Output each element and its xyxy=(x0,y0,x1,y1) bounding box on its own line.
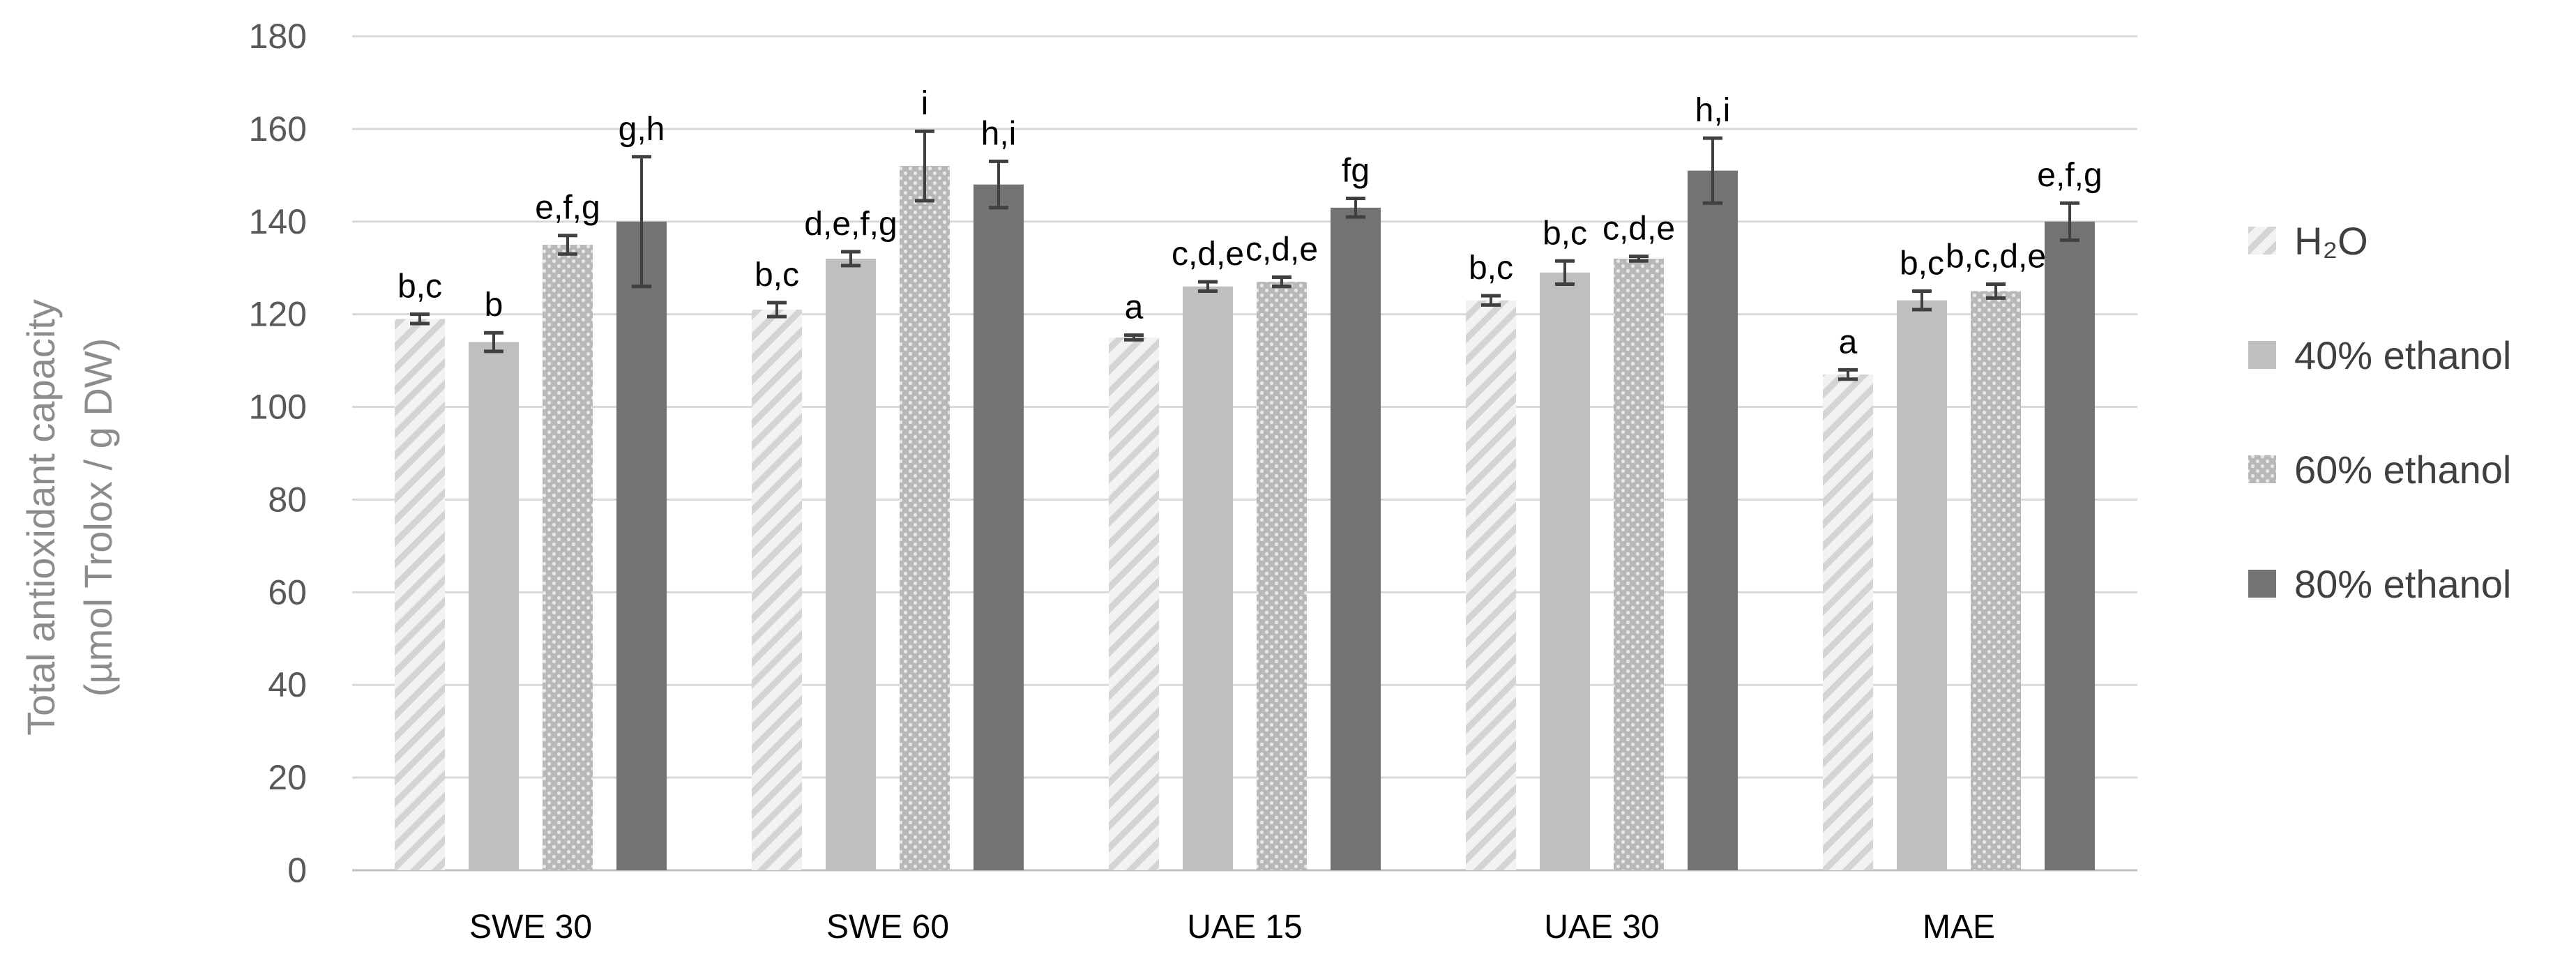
x-category-label: MAE xyxy=(1923,909,1995,946)
y-tick-label: 180 xyxy=(249,17,307,56)
legend-swatch xyxy=(2248,341,2276,369)
significance-labels: b,cbe,f,gg,hb,cd,e,f,gih,iac,d,e c,d,efgb… xyxy=(397,85,2103,361)
bar xyxy=(1109,337,1159,870)
legend-label: H₂O xyxy=(2294,219,2368,263)
bar xyxy=(1614,258,1664,870)
bar xyxy=(1331,207,1381,870)
data-label: g,h xyxy=(619,111,665,148)
bar xyxy=(1823,374,1873,870)
data-label: c,d,e xyxy=(1245,232,1318,268)
error-bar xyxy=(1986,282,2006,300)
legend-swatch xyxy=(2248,227,2276,255)
y-tick-label: 20 xyxy=(268,758,307,797)
bar xyxy=(973,184,1024,871)
legend-item: 80% ethanol xyxy=(2248,562,2511,606)
bar xyxy=(1466,300,1516,870)
bar xyxy=(543,245,593,870)
error-bar xyxy=(1629,255,1649,263)
error-bar xyxy=(915,129,934,203)
error-bars xyxy=(410,129,2079,381)
legend-label: 40% ethanol xyxy=(2294,333,2511,377)
error-bar xyxy=(1124,333,1144,342)
y-tick-label: 120 xyxy=(249,295,307,334)
legend-label: 80% ethanol xyxy=(2294,562,2511,606)
error-bar xyxy=(2060,201,2079,242)
x-category-label: SWE 30 xyxy=(469,909,592,946)
bar xyxy=(1688,170,1738,870)
data-label: b,c,d,e xyxy=(1946,238,2046,275)
bar xyxy=(1971,291,2021,870)
data-label: d,e,f,g xyxy=(804,206,897,243)
error-bar xyxy=(1555,259,1575,286)
y-tick-label: 40 xyxy=(268,665,307,704)
data-label: b xyxy=(485,287,503,324)
legend-item: 40% ethanol xyxy=(2248,333,2511,377)
y-axis-title-line2: (µmol Trolox / g DW) xyxy=(76,338,120,697)
bar xyxy=(1183,286,1233,870)
error-bar xyxy=(1272,275,1291,289)
x-axis-category-labels: SWE 30 SWE 60 UAE 15 UAE 30 MAE xyxy=(469,909,1995,946)
bar xyxy=(395,319,445,870)
error-bar xyxy=(989,159,1008,210)
error-bar xyxy=(558,234,577,256)
bar xyxy=(1257,282,1307,871)
bar xyxy=(2045,221,2095,870)
bar xyxy=(826,258,876,870)
bars xyxy=(395,166,2095,871)
error-bar xyxy=(1912,289,1932,312)
data-label: h,i xyxy=(981,115,1017,152)
legend-label: 60% ethanol xyxy=(2294,448,2511,492)
y-tick-label: 140 xyxy=(249,202,307,241)
error-bar xyxy=(841,250,861,268)
y-tick-label: 160 xyxy=(249,109,307,149)
data-label: b,c xyxy=(1469,250,1513,287)
data-label: a xyxy=(1125,289,1144,326)
data-label: a xyxy=(1839,324,1858,361)
data-label: b,c xyxy=(755,257,799,294)
error-bar xyxy=(1481,294,1501,307)
bar xyxy=(1540,272,1590,870)
y-tick-label: 60 xyxy=(268,573,307,612)
x-category-label: UAE 15 xyxy=(1187,909,1302,946)
legend-swatch xyxy=(2248,570,2276,598)
data-label: h,i xyxy=(1695,92,1731,129)
error-bar xyxy=(1198,280,1218,293)
data-label: b,c xyxy=(397,268,442,305)
y-axis-title-line1: Total antioxidant capacity xyxy=(19,299,63,736)
error-bar xyxy=(484,331,503,354)
y-tick-label: 100 xyxy=(249,388,307,427)
error-bar xyxy=(410,312,430,326)
data-label: e,f,g xyxy=(535,190,600,227)
y-axis-tick-labels: 0 20 40 60 80 100 120 140 160 180 xyxy=(249,17,307,890)
bar xyxy=(616,221,667,870)
error-bar xyxy=(632,155,651,289)
legend: H₂O 40% ethanol 60% ethanol 80% ethanol xyxy=(2248,219,2511,606)
y-tick-label: 80 xyxy=(268,480,307,519)
error-bar xyxy=(1346,197,1365,219)
legend-item: 60% ethanol xyxy=(2248,448,2511,492)
x-category-label: SWE 60 xyxy=(826,909,949,946)
x-category-label: UAE 30 xyxy=(1544,909,1659,946)
data-label: c,d,e xyxy=(1603,211,1675,248)
data-label: b,c xyxy=(1900,245,1944,282)
bar xyxy=(1897,300,1947,870)
error-bar xyxy=(1703,136,1722,205)
data-label: i xyxy=(921,85,929,122)
legend-swatch xyxy=(2248,455,2276,483)
y-tick-label: 0 xyxy=(287,851,307,890)
data-label: e,f,g xyxy=(2037,157,2102,194)
bar xyxy=(900,166,950,871)
data-label: b,c xyxy=(1543,215,1587,252)
legend-item: H₂O xyxy=(2248,219,2368,263)
bar xyxy=(469,342,519,870)
data-label: fg xyxy=(1342,153,1370,190)
data-label: c,d,e xyxy=(1172,236,1244,273)
error-bar xyxy=(1838,367,1858,381)
bar xyxy=(752,310,802,870)
error-bar xyxy=(767,301,787,319)
